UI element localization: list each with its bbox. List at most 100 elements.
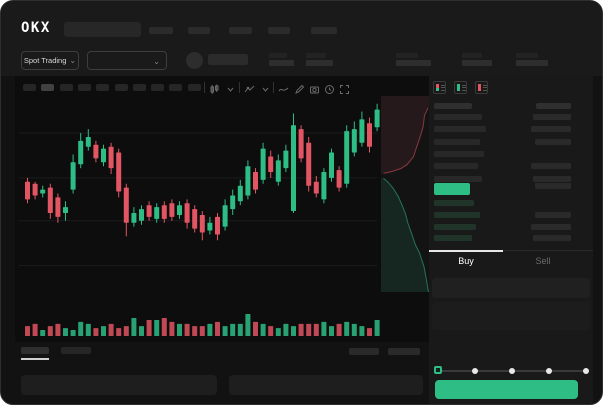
- volume-bar: [25, 326, 30, 336]
- timeframe-button[interactable]: [151, 84, 165, 91]
- chevron-down-icon[interactable]: [225, 82, 236, 93]
- orderbook-ask-row[interactable]: [429, 137, 593, 147]
- volume-bar: [177, 323, 182, 336]
- ask-price-bar: [434, 126, 486, 133]
- timeframe-button[interactable]: [23, 84, 36, 91]
- order-form-field[interactable]: [432, 302, 590, 330]
- bottom-action[interactable]: [349, 348, 379, 355]
- nav-item[interactable]: [268, 27, 290, 34]
- history-clock-icon[interactable]: [324, 82, 335, 94]
- volume-bar: [207, 323, 213, 336]
- volume-bar: [78, 321, 84, 336]
- volume-bar: [85, 323, 91, 336]
- book-bids-icon[interactable]: [454, 81, 467, 94]
- timeframe-button[interactable]: [59, 84, 73, 91]
- depth-asks-line: [383, 107, 429, 174]
- nav-item[interactable]: [229, 27, 252, 34]
- chart-type-icon[interactable]: [209, 82, 220, 94]
- orderbook-ask-row[interactable]: [429, 174, 593, 184]
- candle-down: [215, 216, 220, 235]
- line-tool-icon[interactable]: [278, 82, 289, 93]
- icon-line: [462, 87, 466, 88]
- orderbook-amount-header: [536, 103, 571, 109]
- book-both-icon[interactable]: [433, 81, 446, 94]
- timeframe-button[interactable]: [187, 84, 201, 91]
- orderbook-ask-row[interactable]: [429, 149, 593, 159]
- candle-down: [25, 181, 30, 200]
- volume-bar: [123, 326, 129, 336]
- nav-item[interactable]: [311, 27, 337, 34]
- icon-line: [483, 89, 487, 91]
- slider-dot[interactable]: [546, 368, 552, 374]
- chevron-down-icon[interactable]: [260, 82, 271, 93]
- ask-price-bar: [434, 138, 480, 145]
- order-form-field[interactable]: [432, 278, 590, 298]
- slider-dot[interactable]: [509, 368, 515, 374]
- depth-bids-area: [381, 178, 431, 292]
- timeframe-button[interactable]: [77, 84, 91, 91]
- timeframe-button[interactable]: [132, 84, 146, 91]
- order-form-field[interactable]: [432, 335, 590, 353]
- draw-pencil-icon[interactable]: [294, 82, 305, 94]
- last-price-badge[interactable]: [434, 183, 470, 195]
- stat-value: [269, 60, 294, 66]
- orderbook-bid-row[interactable]: [429, 198, 593, 208]
- icon-line: [441, 84, 445, 86]
- candle-down: [336, 170, 342, 188]
- volume-bar: [139, 326, 144, 336]
- market-type-dropdown[interactable]: Spot Trading ⌄: [21, 51, 79, 70]
- camera-icon[interactable]: [309, 82, 320, 94]
- volume-bar: [374, 319, 380, 336]
- timeframe-button[interactable]: [41, 84, 55, 91]
- orderbook-ask-row[interactable]: [429, 124, 593, 134]
- pair-selector-dropdown[interactable]: ⌄: [87, 51, 167, 70]
- nav-item[interactable]: [188, 27, 210, 34]
- icon-bar: [478, 84, 481, 92]
- book-asks-icon[interactable]: [475, 81, 488, 94]
- slider-dot[interactable]: [472, 368, 478, 374]
- candle-up: [78, 140, 84, 165]
- timeframe-button[interactable]: [114, 84, 128, 91]
- fullscreen-icon[interactable]: [339, 82, 350, 94]
- candle-down: [184, 203, 190, 223]
- market-type-label: Spot Trading: [23, 56, 67, 65]
- candle-up: [351, 129, 357, 153]
- orderbook-bid-row[interactable]: [429, 210, 593, 220]
- candle-down: [47, 187, 53, 213]
- slider-dot[interactable]: [583, 368, 589, 374]
- orderbook-bid-row[interactable]: [429, 233, 593, 243]
- orderbook-ask-row[interactable]: [429, 161, 593, 171]
- ask-amount-bar: [531, 163, 571, 170]
- volume-bar: [283, 323, 289, 336]
- nav-item[interactable]: [149, 27, 173, 34]
- icon-bar: [436, 87, 439, 92]
- candle-up: [245, 166, 251, 196]
- indicator-icon[interactable]: [244, 82, 255, 93]
- depth-asks-area: [381, 96, 431, 175]
- stat-label: [269, 53, 287, 58]
- bottom-tab[interactable]: [21, 347, 49, 354]
- candle-down: [313, 181, 319, 194]
- icon-line: [441, 89, 445, 91]
- bottom-tab[interactable]: [61, 347, 91, 354]
- volume-bar: [154, 319, 160, 336]
- volume-bar: [306, 323, 312, 336]
- candlestick-chart[interactable]: [15, 96, 381, 341]
- depth-chart: [381, 96, 431, 293]
- toolbar-divider: [273, 82, 274, 93]
- orderbook-bid-row[interactable]: [429, 222, 593, 232]
- bid-price-bar: [434, 200, 474, 206]
- search-input[interactable]: [64, 22, 141, 37]
- timeframe-button[interactable]: [96, 84, 110, 91]
- depth-chart-svg: [381, 96, 431, 293]
- volume-bar: [359, 326, 365, 336]
- tab-sell[interactable]: Sell: [535, 256, 551, 266]
- orderbook-ask-row[interactable]: [429, 112, 593, 122]
- timeframe-button[interactable]: [169, 84, 183, 91]
- tab-buy[interactable]: Buy: [458, 256, 474, 266]
- bottom-action[interactable]: [388, 348, 420, 355]
- slider-handle[interactable]: [434, 366, 442, 374]
- volume-bar: [32, 323, 38, 336]
- orderbook-price-header: [434, 103, 472, 109]
- buy-submit-button[interactable]: [435, 380, 578, 399]
